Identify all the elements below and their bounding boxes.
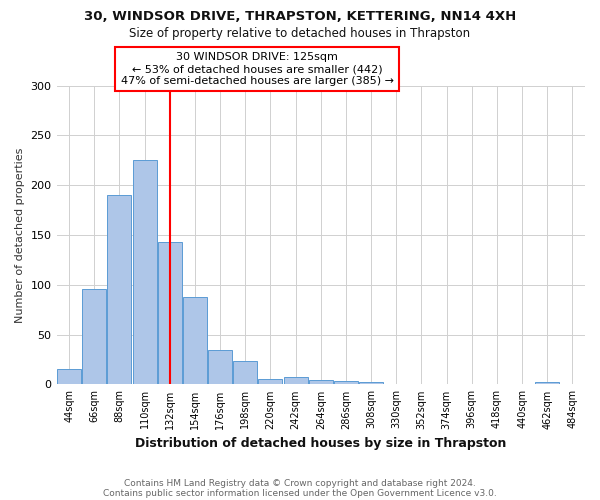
Text: Contains public sector information licensed under the Open Government Licence v3: Contains public sector information licen… bbox=[103, 488, 497, 498]
Text: 30 WINDSOR DRIVE: 125sqm
← 53% of detached houses are smaller (442)
47% of semi-: 30 WINDSOR DRIVE: 125sqm ← 53% of detach… bbox=[121, 52, 394, 86]
Bar bbox=[107, 195, 131, 384]
Text: Size of property relative to detached houses in Thrapston: Size of property relative to detached ho… bbox=[130, 28, 470, 40]
Bar bbox=[158, 242, 182, 384]
Bar bbox=[309, 380, 333, 384]
X-axis label: Distribution of detached houses by size in Thrapston: Distribution of detached houses by size … bbox=[135, 437, 506, 450]
Y-axis label: Number of detached properties: Number of detached properties bbox=[15, 148, 25, 323]
Text: Contains HM Land Registry data © Crown copyright and database right 2024.: Contains HM Land Registry data © Crown c… bbox=[124, 478, 476, 488]
Bar bbox=[233, 360, 257, 384]
Bar bbox=[57, 370, 81, 384]
Bar bbox=[334, 382, 358, 384]
Bar bbox=[284, 378, 308, 384]
Bar bbox=[133, 160, 157, 384]
Bar bbox=[183, 297, 207, 384]
Bar bbox=[359, 382, 383, 384]
Bar bbox=[259, 380, 283, 384]
Text: 30, WINDSOR DRIVE, THRAPSTON, KETTERING, NN14 4XH: 30, WINDSOR DRIVE, THRAPSTON, KETTERING,… bbox=[84, 10, 516, 23]
Bar bbox=[535, 382, 559, 384]
Bar bbox=[208, 350, 232, 384]
Bar bbox=[82, 289, 106, 384]
